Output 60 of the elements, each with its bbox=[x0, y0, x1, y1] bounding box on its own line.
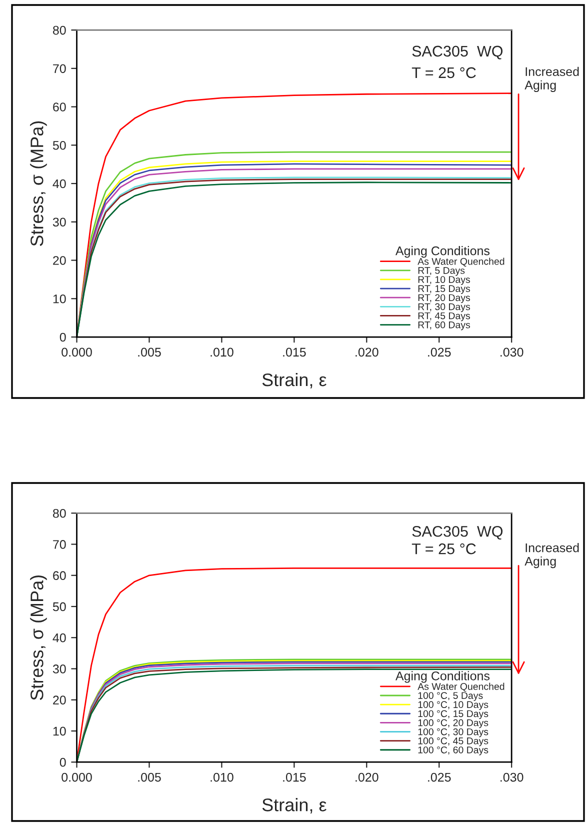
y-tick-label: 20 bbox=[53, 256, 66, 265]
y-tick-label: 70 bbox=[53, 64, 66, 74]
y-tick-label: 40 bbox=[52, 179, 66, 188]
y-tick-label: 10 bbox=[53, 294, 66, 304]
x-tick-label: .005 bbox=[138, 348, 161, 357]
x-tick-label: .005 bbox=[138, 772, 161, 782]
y-tick-label: 0 bbox=[60, 758, 66, 767]
y-tick-label: 80 bbox=[52, 508, 66, 518]
legend-title: Aging Conditions bbox=[395, 671, 490, 683]
x-tick-label: .010 bbox=[210, 348, 234, 357]
y-tick-label: 40 bbox=[52, 633, 66, 642]
legend-label: As Water Quenched bbox=[418, 682, 504, 692]
legend-label: RT, 30 Days bbox=[418, 303, 470, 312]
annotation: SAC305 WQ bbox=[412, 46, 503, 60]
y-tick-label: 0 bbox=[60, 332, 66, 342]
y-tick-label: 20 bbox=[53, 696, 66, 705]
text: Increased Aging bbox=[524, 543, 579, 568]
legend-label: 100 °C, 5 Days bbox=[418, 692, 483, 701]
x-tick-label: .020 bbox=[356, 772, 378, 782]
y-tick-label: 50 bbox=[52, 140, 66, 150]
x-tick-label: 0.000 bbox=[62, 772, 92, 782]
y-tick-label: 30 bbox=[52, 218, 66, 227]
annotation: T = 25 °C bbox=[412, 67, 476, 78]
y-tick-label: 70 bbox=[53, 540, 66, 549]
legend-label: 100 °C, 10 Days bbox=[418, 701, 488, 710]
x-tick-label: .030 bbox=[500, 772, 524, 782]
legend-label: 100 °C, 20 Days bbox=[418, 719, 488, 728]
annotation: SAC305 WQ bbox=[412, 526, 503, 540]
x-tick-label: .010 bbox=[210, 772, 234, 782]
x-tick-label: .020 bbox=[356, 348, 378, 357]
annotation: T = 25 °C bbox=[412, 543, 476, 554]
x-tick-label: .015 bbox=[283, 772, 306, 782]
y-axis-title: Stress, σ (MPa) bbox=[30, 121, 47, 246]
x-tick-label: .030 bbox=[500, 348, 524, 357]
y-tick-label: 30 bbox=[52, 664, 66, 674]
legend-label: RT, 20 Days bbox=[418, 294, 470, 304]
legend-title: Aging Conditions bbox=[395, 246, 490, 258]
text: Increased Aging bbox=[524, 66, 579, 92]
x-axis-title: Strain, ε bbox=[262, 372, 326, 388]
legend-label: RT, 10 Days bbox=[418, 276, 470, 285]
y-tick-label: 50 bbox=[52, 602, 66, 612]
legend-label: 100 °C, 45 Days bbox=[418, 737, 488, 746]
y-tick-label: 80 bbox=[52, 26, 66, 35]
legend-label: RT, 45 Days bbox=[418, 312, 470, 322]
x-axis-title: Strain, ε bbox=[262, 798, 326, 814]
legend-label: 100 °C, 30 Days bbox=[418, 728, 488, 738]
y-tick-label: 10 bbox=[53, 726, 66, 736]
legend-label: 100 °C, 60 Days bbox=[418, 746, 488, 756]
legend-label: RT, 60 Days bbox=[418, 321, 470, 330]
y-tick-label: 60 bbox=[53, 102, 66, 112]
x-tick-label: .025 bbox=[428, 772, 451, 782]
x-tick-label: 0.000 bbox=[62, 348, 92, 357]
x-tick-label: .025 bbox=[428, 348, 451, 357]
y-axis-title: Stress, σ (MPa) bbox=[30, 575, 47, 700]
legend-label: As Water Quenched bbox=[418, 258, 504, 267]
x-tick-label: .015 bbox=[283, 348, 306, 357]
legend-label: 100 °C, 15 Days bbox=[418, 710, 488, 720]
legend-label: RT, 15 Days bbox=[418, 285, 470, 294]
y-tick-label: 60 bbox=[53, 571, 66, 580]
legend-label: RT, 5 Days bbox=[418, 267, 465, 276]
